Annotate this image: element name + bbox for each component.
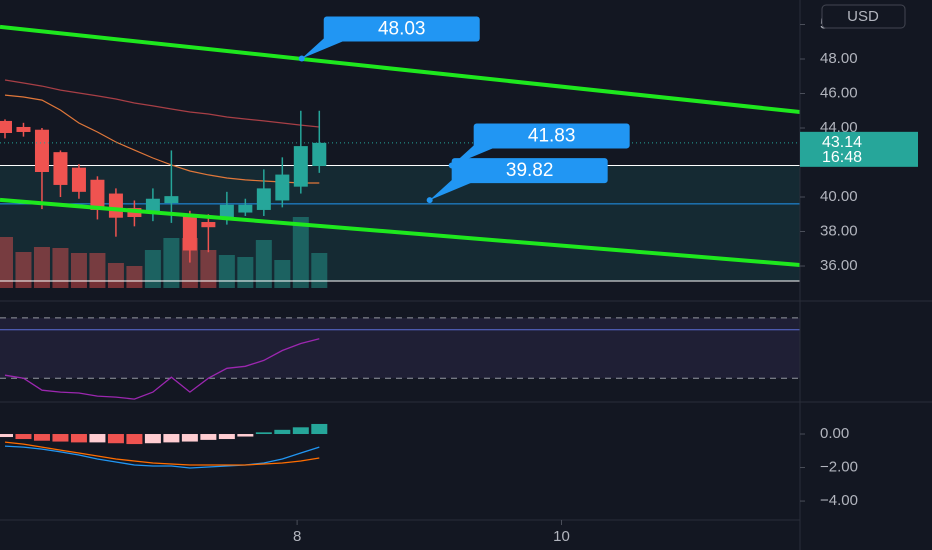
y-tick-label: 46.00	[820, 84, 858, 101]
histogram-bar	[311, 423, 328, 435]
y-tick-label: 48.00	[820, 50, 858, 67]
candle-body	[275, 174, 290, 201]
candle-body	[219, 204, 234, 220]
volume-bar	[15, 252, 32, 288]
y-tick-label: −4.00	[820, 492, 858, 509]
histogram-bar	[89, 434, 106, 443]
candle-body	[90, 179, 105, 210]
rsi-line	[4, 338, 320, 400]
volume-bar	[311, 253, 328, 288]
last-price-box	[800, 131, 918, 167]
histogram-bar	[200, 434, 217, 440]
countdown-label: 16:48	[822, 149, 862, 166]
candle-body	[108, 193, 123, 218]
candle-body	[164, 196, 179, 204]
callout-point	[298, 55, 305, 62]
callout-label: 48.03	[378, 18, 426, 39]
volume-bar	[255, 240, 272, 288]
candle-body	[312, 142, 327, 166]
candle-body	[71, 167, 86, 192]
candle-body	[16, 126, 31, 132]
histogram-bar	[52, 434, 69, 442]
histogram-bar	[218, 434, 235, 440]
currency-label: USD	[847, 8, 879, 25]
volume-bar	[163, 238, 180, 288]
y-tick-label: 38.00	[820, 222, 858, 239]
y-tick-label: 40.00	[820, 188, 858, 205]
trend-line	[0, 24, 800, 114]
candle-body	[182, 215, 197, 251]
volume-bar	[181, 238, 198, 288]
callout-box	[473, 123, 630, 149]
candle-body	[293, 146, 308, 187]
histogram-bar	[274, 429, 291, 435]
volume-bar	[0, 237, 13, 288]
histogram-bar	[237, 434, 254, 437]
volume-bar	[144, 250, 161, 288]
histogram-bar	[144, 434, 161, 444]
volume-bar	[237, 257, 254, 288]
y-tick-label: 0.00	[820, 425, 849, 442]
trend-line	[0, 197, 800, 267]
macd-line	[4, 445, 320, 469]
volume-bar	[292, 217, 309, 288]
y-tick-label: 36.00	[820, 257, 858, 274]
volume-bar	[52, 248, 69, 288]
histogram-bar	[70, 434, 87, 443]
candle-body	[238, 204, 253, 213]
moving-average	[4, 94, 320, 184]
callout-box	[323, 16, 480, 42]
histogram-bar	[33, 434, 50, 441]
x-tick-label: 8	[293, 528, 301, 545]
volume-bar	[218, 255, 235, 288]
volume-bar	[200, 250, 217, 288]
callout-label: 39.82	[506, 160, 554, 181]
histogram-bar	[126, 434, 143, 445]
last-price-label: 43.14	[822, 134, 862, 151]
volume-bar	[126, 266, 143, 288]
histogram-bar	[15, 434, 32, 440]
callout-pointer	[429, 180, 478, 201]
volume-bar	[70, 253, 87, 288]
candle-body	[0, 120, 12, 134]
volume-bar	[107, 263, 124, 288]
volume-bar	[33, 247, 50, 288]
callout: 39.82	[426, 158, 608, 204]
callout-point	[426, 197, 433, 204]
callout-box	[451, 158, 608, 184]
histogram-bar	[292, 427, 309, 435]
volume-bar	[274, 260, 291, 288]
x-tick-label: 10	[553, 528, 570, 545]
callout-pointer	[301, 38, 350, 59]
rsi-band	[0, 317, 800, 379]
moving-average	[4, 79, 320, 128]
histogram-bar	[255, 432, 272, 435]
histogram-bar	[0, 434, 13, 438]
candle-body	[145, 198, 160, 213]
y-tick-label: 44.00	[820, 119, 858, 136]
histogram-bar	[181, 434, 198, 442]
histogram-bar	[107, 434, 124, 444]
plot-area	[0, 24, 800, 469]
candle-body	[53, 152, 68, 185]
volume-bar	[89, 253, 106, 288]
callout: 48.03	[298, 16, 480, 62]
y-tick-label: −2.00	[820, 459, 858, 476]
currency-box	[821, 4, 906, 29]
candle-body	[34, 129, 49, 172]
candle-body	[201, 222, 216, 228]
zone	[0, 165, 800, 282]
histogram-bar	[163, 434, 180, 443]
callout-label: 41.83	[528, 125, 576, 146]
candle-body	[256, 188, 271, 210]
signal-line	[4, 441, 320, 466]
